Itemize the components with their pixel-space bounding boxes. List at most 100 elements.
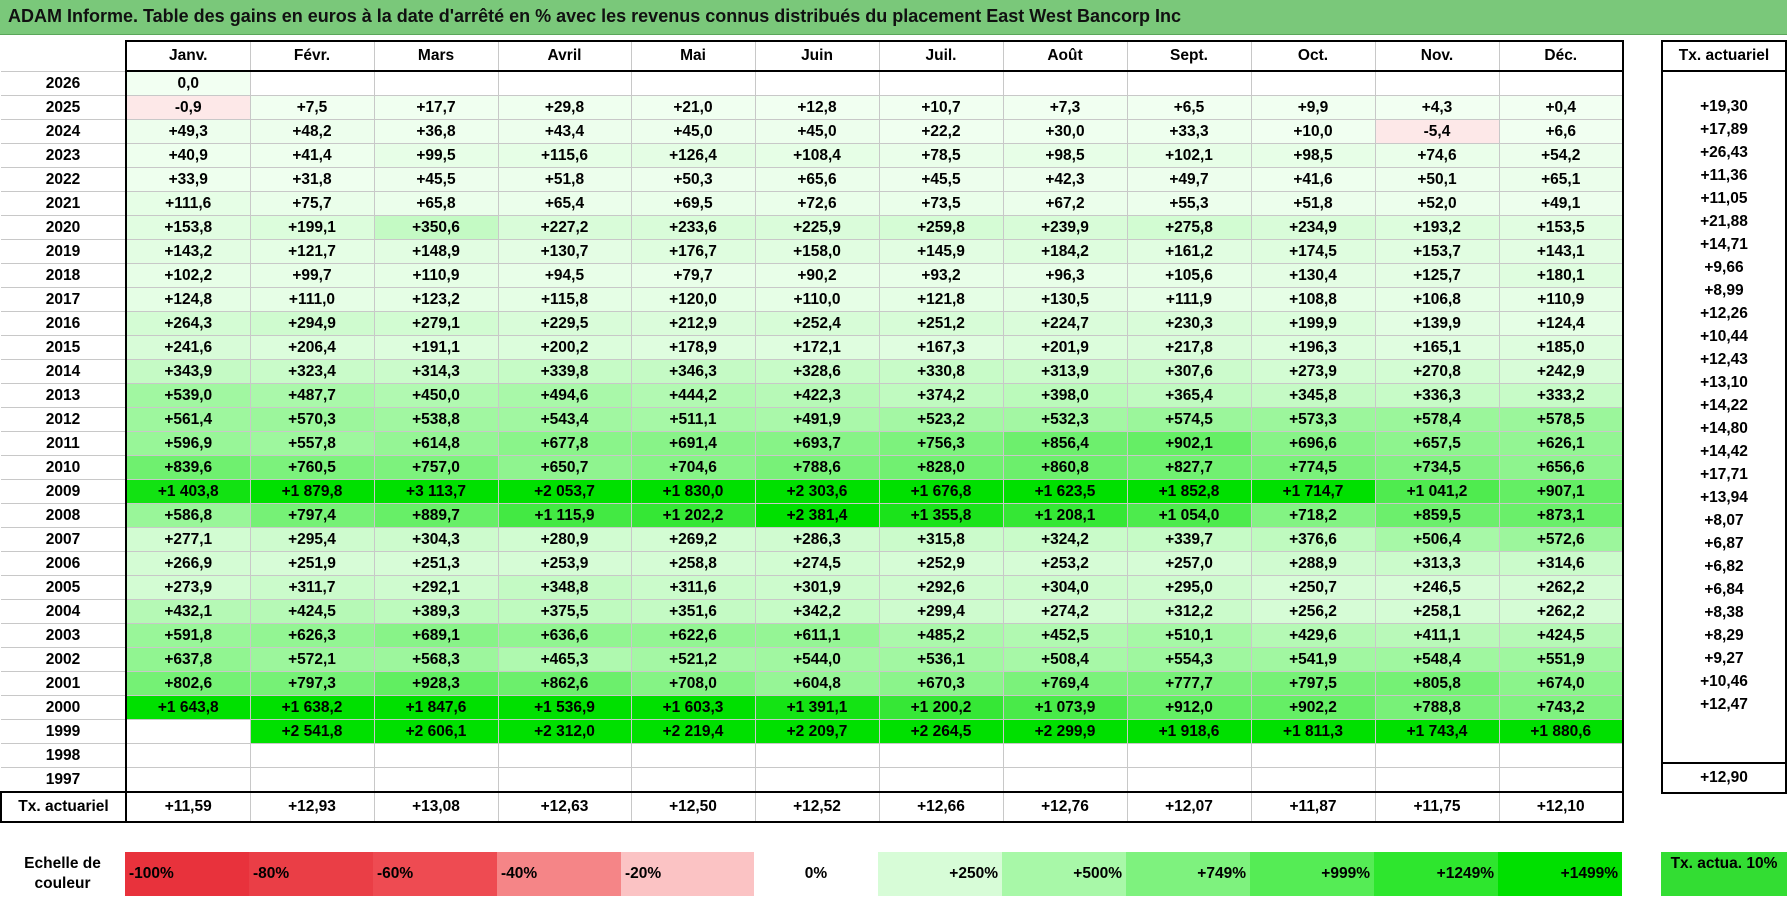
gain-cell: +139,9 xyxy=(1374,311,1500,336)
gain-cell: +902,1 xyxy=(1126,431,1252,456)
tx-actuariel-total: +12,90 xyxy=(1661,762,1787,794)
gain-cell: +827,7 xyxy=(1126,455,1252,480)
gain-cell: +201,9 xyxy=(1002,335,1128,360)
gain-cell: +93,2 xyxy=(878,263,1004,288)
table-row: 2022 +33,9 +31,8 +45,5 +51,8 +50,3 +65,6 +45,5 +… xyxy=(1,167,1624,192)
year-label: 2011 xyxy=(1,431,127,456)
gain-cell: +859,5 xyxy=(1374,503,1500,528)
year-label: 1999 xyxy=(1,719,127,744)
gain-cell: +206,4 xyxy=(249,335,375,360)
gain-cell: +250,7 xyxy=(1250,575,1376,600)
tx-actuariel-cell: +8,99 xyxy=(1661,279,1787,302)
table-row: 2019 +143,2 +121,7 +148,9 +130,7 +176,7 +158,0… xyxy=(1,239,1624,264)
gain-cell: +1 880,6 xyxy=(1498,719,1624,744)
gain-cell: +889,7 xyxy=(373,503,499,528)
gain-cell: +174,5 xyxy=(1250,239,1376,264)
gain-cell: +494,6 xyxy=(497,383,632,408)
tx-actuariel-cell: +8,29 xyxy=(1661,624,1787,647)
gain-cell: +33,9 xyxy=(125,167,251,192)
table-row: 2009 +1 403,8 +1 879,8 +3 113,7 +2 053,7 +1 8… xyxy=(1,479,1624,504)
gain-cell: +65,4 xyxy=(497,191,632,216)
gain-cell: +230,3 xyxy=(1126,311,1252,336)
gain-cell: +110,9 xyxy=(373,263,499,288)
tx-row: +8,07 xyxy=(1661,509,1787,532)
tx-actuariel-cell: +21,88 xyxy=(1661,210,1787,233)
gain-cell xyxy=(1126,70,1252,96)
gain-cell: +689,1 xyxy=(373,623,499,648)
gain-cell: +1 852,8 xyxy=(1126,479,1252,504)
gain-cell: +130,7 xyxy=(497,239,632,264)
gain-cell: +73,5 xyxy=(878,191,1004,216)
tx-row: +21,88 xyxy=(1661,210,1787,233)
gain-cell: +311,6 xyxy=(630,575,756,600)
table-row: 2010 +839,6 +760,5 +757,0 +650,7 +704,6 +788,6… xyxy=(1,455,1624,480)
tx-row: +9,66 xyxy=(1661,256,1787,279)
year-label: 2010 xyxy=(1,455,127,480)
gain-cell: +626,1 xyxy=(1498,431,1624,456)
gain-cell: +65,6 xyxy=(754,167,880,192)
gain-cell: +274,5 xyxy=(754,551,880,576)
tx-actuariel-cell xyxy=(1661,739,1787,763)
tx-actuariel-cell: +6,82 xyxy=(1661,555,1787,578)
gain-cell: +704,6 xyxy=(630,455,756,480)
gain-cell: +43,4 xyxy=(497,119,632,144)
gain-cell: +315,8 xyxy=(878,527,1004,552)
gain-cell xyxy=(373,70,499,96)
year-label: 2016 xyxy=(1,311,127,336)
gain-cell: +102,2 xyxy=(125,263,251,288)
tx-actuariel-cell: +11,36 xyxy=(1661,164,1787,187)
gain-cell: +313,9 xyxy=(1002,359,1128,384)
gain-cell: +98,5 xyxy=(1250,143,1376,168)
tx-row: +14,71 xyxy=(1661,233,1787,256)
table-row: 2007 +277,1 +295,4 +304,3 +280,9 +269,2 +286,3… xyxy=(1,527,1624,552)
gain-cell: +3 113,7 xyxy=(373,479,499,504)
color-scale-label: Echelle de couleur xyxy=(24,855,101,892)
gain-cell: +288,9 xyxy=(1250,551,1376,576)
gain-cell: +1 638,2 xyxy=(249,695,375,720)
gain-cell: +304,3 xyxy=(373,527,499,552)
gain-cell: +180,1 xyxy=(1498,263,1624,288)
tx-row xyxy=(1661,716,1787,739)
year-label: 1998 xyxy=(1,743,127,768)
gain-cell: +227,2 xyxy=(497,215,632,240)
tx-actuariel-month-cell: +11,59 xyxy=(125,791,251,823)
gain-cell: +41,4 xyxy=(249,143,375,168)
table-row: 2011 +596,9 +557,8 +614,8 +677,8 +691,4 +693,7… xyxy=(1,431,1624,456)
table-row: 2021 +111,6 +75,7 +65,8 +65,4 +69,5 +72,6 +73,5… xyxy=(1,191,1624,216)
gain-cell: +611,1 xyxy=(754,623,880,648)
gain-cell: +677,8 xyxy=(497,431,632,456)
color-scale-swatch: 0% xyxy=(754,852,878,896)
gain-cell: +491,9 xyxy=(754,407,880,432)
gain-cell: +304,0 xyxy=(1002,575,1128,600)
gain-cell: +797,3 xyxy=(249,671,375,696)
tx-row: +17,71 xyxy=(1661,463,1787,486)
table-row: 2023 +40,9 +41,4 +99,5 +115,6 +126,4 +108,4 +78… xyxy=(1,143,1624,168)
gain-cell: +862,6 xyxy=(497,671,632,696)
gain-cell: +6,5 xyxy=(1126,95,1252,120)
gain-cell: +102,1 xyxy=(1126,143,1252,168)
gain-cell: +614,8 xyxy=(373,431,499,456)
table-row: 2013 +539,0 +487,7 +450,0 +494,6 +444,2 +422,3… xyxy=(1,383,1624,408)
gain-cell: +1 830,0 xyxy=(630,479,756,504)
gain-cell: +143,1 xyxy=(1498,239,1624,264)
gain-cell xyxy=(249,743,375,768)
gain-cell: +411,1 xyxy=(1374,623,1500,648)
gain-cell: +4,3 xyxy=(1374,95,1500,120)
gain-cell xyxy=(1126,743,1252,768)
gain-cell: +539,0 xyxy=(125,383,251,408)
actuarial-rate-table: Tx. actuariel +19,30 +17,89 +26,43 +11,36 +1… xyxy=(1661,40,1787,794)
gain-cell: +45,0 xyxy=(630,119,756,144)
tx-actuariel-cell: +13,10 xyxy=(1661,371,1787,394)
gain-cell: +121,7 xyxy=(249,239,375,264)
year-label: 2014 xyxy=(1,359,127,384)
color-scale-swatch: +749% xyxy=(1126,852,1250,896)
gains-table: Janv. Févr. Mars Avril Mai Juin Juil. Août Sept.… xyxy=(0,40,1624,823)
year-label: 2000 xyxy=(1,695,127,720)
gain-cell: +626,3 xyxy=(249,623,375,648)
tx-actuariel-cell: +9,66 xyxy=(1661,256,1787,279)
gain-cell: +7,3 xyxy=(1002,95,1128,120)
gain-cell: +31,8 xyxy=(249,167,375,192)
year-label: 2004 xyxy=(1,599,127,624)
gain-cell: +670,3 xyxy=(878,671,1004,696)
gain-cell: +273,9 xyxy=(1250,359,1376,384)
